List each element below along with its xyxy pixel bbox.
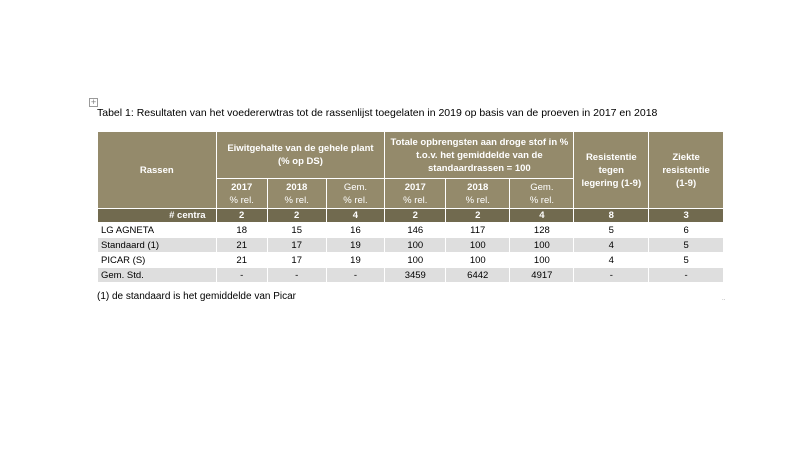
subheader-cell: 2017% rel. xyxy=(384,178,447,209)
ziekte-line-1: Ziekte xyxy=(672,151,700,163)
results-table: Rassen Eiwitgehalte van de gehele plant … xyxy=(97,131,724,283)
table-cell: - xyxy=(573,267,650,283)
row-name: PICAR (S) xyxy=(97,252,217,268)
count-cell: 8 xyxy=(573,208,650,223)
table-cell: - xyxy=(215,267,268,283)
table-row: LG AGNETA 18 15 16 146 117 128 5 6 xyxy=(97,222,724,238)
table-cell: 5 xyxy=(648,237,724,253)
subheader-unit: % rel. xyxy=(284,194,309,206)
table-row: Standaard (1) 21 17 19 100 100 100 4 5 xyxy=(97,237,724,253)
row-name: Gem. Std. xyxy=(97,267,217,283)
count-cell: 2 xyxy=(384,208,447,223)
resistentie-line-3: legering (1-9) xyxy=(581,177,642,189)
table-cell: 100 xyxy=(445,237,511,253)
count-cell: 2 xyxy=(266,208,327,223)
subheader-year: 2017 xyxy=(231,181,253,193)
subheader-year: 2017 xyxy=(404,181,426,193)
eiwit-line-2: (% op DS) xyxy=(278,156,323,167)
subheader-cell: 2018% rel. xyxy=(445,178,511,209)
table-row: Gem. Std. - - - 3459 6442 4917 - - xyxy=(97,267,724,283)
table-cell: 128 xyxy=(509,222,575,238)
count-label: # centra xyxy=(97,208,217,223)
header-row-1: Rassen Eiwitgehalte van de gehele plant … xyxy=(97,131,724,209)
table-cell: 17 xyxy=(266,237,327,253)
eiwit-line-1: Eiwitgehalte van de gehele plant xyxy=(227,143,374,154)
subheader-year: Gem. xyxy=(530,181,554,193)
table-cell: 18 xyxy=(215,222,268,238)
table-cell: 21 xyxy=(215,237,268,253)
subheader-cell: Gem.% rel. xyxy=(509,178,575,209)
table-cell: 5 xyxy=(573,222,650,238)
count-cell: 3 xyxy=(648,208,724,223)
ziekte-line-2: resistentie xyxy=(662,164,710,176)
col-header-rassen: Rassen xyxy=(97,131,217,209)
table-cell: 100 xyxy=(445,252,511,268)
opbrengst-line-1: Totale opbrengsten aan droge stof in % xyxy=(390,136,569,148)
opbrengst-line-3: standaardrassen = 100 xyxy=(428,162,531,174)
table-cell: 19 xyxy=(325,237,386,253)
resistentie-line-1: Resistentie xyxy=(585,151,637,163)
subheader-year: 2018 xyxy=(286,181,308,193)
subheader-cell: Gem.% rel. xyxy=(325,178,386,209)
table-cell: 146 xyxy=(384,222,447,238)
table-cell: 16 xyxy=(325,222,386,238)
subheader-unit: % rel. xyxy=(529,194,554,206)
count-cell: 2 xyxy=(215,208,268,223)
table-cell: - xyxy=(648,267,724,283)
table-cell: 6 xyxy=(648,222,724,238)
col-header-opbrengsten: Totale opbrengsten aan droge stof in % t… xyxy=(384,131,575,179)
col-header-eiwitgehalte: Eiwitgehalte van de gehele plant (% op D… xyxy=(215,131,386,179)
row-name: LG AGNETA xyxy=(97,222,217,238)
subheader-year: 2018 xyxy=(467,181,489,193)
count-cell: 4 xyxy=(509,208,575,223)
table-cell: 100 xyxy=(509,237,575,253)
table-caption: Tabel 1: Resultaten van het voedererwtra… xyxy=(97,107,658,119)
table-footnote: (1) de standaard is het gemiddelde van P… xyxy=(97,291,297,302)
count-row: # centra 2 2 4 2 2 4 8 3 xyxy=(97,208,724,223)
count-cell: 2 xyxy=(445,208,511,223)
table-cell: 4 xyxy=(573,252,650,268)
col-header-resistentie: Resistentie tegen legering (1-9) xyxy=(573,131,650,209)
resistentie-line-2: tegen xyxy=(598,164,624,176)
table-cell: 4 xyxy=(573,237,650,253)
table-cell: 5 xyxy=(648,252,724,268)
table-cell: 100 xyxy=(509,252,575,268)
table-row: PICAR (S) 21 17 19 100 100 100 4 5 xyxy=(97,252,724,268)
table-cell: 15 xyxy=(266,222,327,238)
table-cell: - xyxy=(266,267,327,283)
table-cell: 6442 xyxy=(445,267,511,283)
opbrengst-line-2: t.o.v. het gemiddelde van de xyxy=(416,149,543,161)
table-move-handle-icon[interactable]: + xyxy=(89,98,98,107)
subheader-cell: 2018% rel. xyxy=(266,178,327,209)
count-cell: 4 xyxy=(325,208,386,223)
table-cell: 19 xyxy=(325,252,386,268)
row-name: Standaard (1) xyxy=(97,237,217,253)
table-cell: 4917 xyxy=(509,267,575,283)
subheader-unit: % rel. xyxy=(403,194,428,206)
table-cell: 17 xyxy=(266,252,327,268)
table-cell: 21 xyxy=(215,252,268,268)
ziekte-line-3: (1-9) xyxy=(676,177,697,189)
col-header-ziekte: Ziekte resistentie (1-9) xyxy=(648,131,724,209)
table-cell: 100 xyxy=(384,252,447,268)
subheader-cell: 2017% rel. xyxy=(215,178,268,209)
subheader-unit: % rel. xyxy=(465,194,490,206)
table-cell: 3459 xyxy=(384,267,447,283)
table-cell: - xyxy=(325,267,386,283)
subheader-unit: % rel. xyxy=(229,194,254,206)
table-cell: 100 xyxy=(384,237,447,253)
header-row-2: 2017% rel. 2018% rel. Gem.% rel. 2017% r… xyxy=(98,178,724,209)
table-cell: 117 xyxy=(445,222,511,238)
paragraph-mark: .. xyxy=(722,296,726,302)
subheader-year: Gem. xyxy=(343,181,368,193)
subheader-unit: % rel. xyxy=(343,194,368,206)
